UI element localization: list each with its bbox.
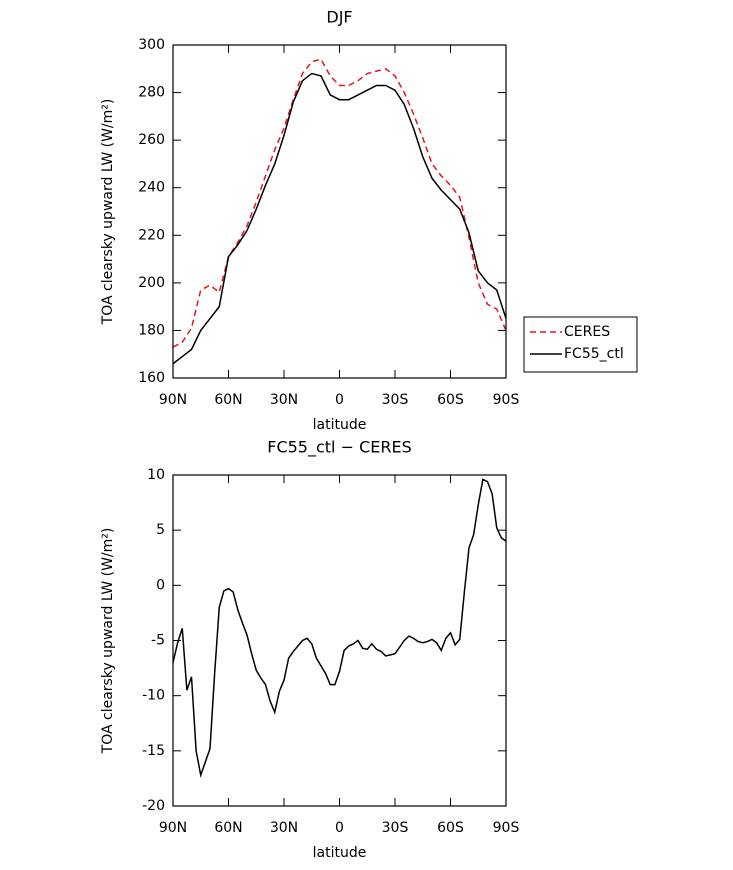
y-tick-label: 160 xyxy=(138,370,165,386)
x-tick-label: 90N xyxy=(159,820,187,836)
y-tick-label: 0 xyxy=(156,577,165,593)
plot-frame xyxy=(172,44,507,379)
plot-frame xyxy=(172,474,507,807)
x-tick-label: 90S xyxy=(493,820,520,836)
x-axis-label: latitude xyxy=(313,845,367,861)
chart-title: FC55_ctl − CERES xyxy=(267,438,412,458)
y-tick-label: -10 xyxy=(142,688,165,704)
x-tick-label: 60N xyxy=(214,392,242,408)
y-tick-label: 260 xyxy=(138,132,165,148)
y-tick-label: 280 xyxy=(138,85,165,101)
panel: FC55_ctl − CERES latitude TOA clearsky upw… xyxy=(100,438,519,862)
data-line xyxy=(172,478,507,778)
x-axis-label: latitude xyxy=(313,417,367,433)
chart-title: DJF xyxy=(326,8,352,27)
x-tick-label: 30S xyxy=(382,820,409,836)
legend-label: CERES xyxy=(564,324,610,340)
x-tick-label: 30N xyxy=(270,392,298,408)
panel: DJF latitude TOA clearsky upward LW (W/m²)… xyxy=(100,8,638,433)
y-tick-label: 10 xyxy=(147,467,165,483)
y-tick-label: 180 xyxy=(138,322,165,338)
y-tick-label: 300 xyxy=(138,37,165,53)
y-tick-label: 240 xyxy=(138,180,165,196)
data-line xyxy=(172,72,507,365)
data-line xyxy=(172,58,507,348)
x-tick-label: 30S xyxy=(382,392,409,408)
x-tick-label: 30N xyxy=(270,820,298,836)
x-tick-label: 0 xyxy=(335,820,344,836)
y-tick-label: 5 xyxy=(156,522,165,538)
x-tick-label: 60S xyxy=(437,820,464,836)
y-tick-label: -5 xyxy=(151,633,165,649)
x-tick-label: 90N xyxy=(159,392,187,408)
y-tick-label: -15 xyxy=(142,743,165,759)
y-tick-label: 220 xyxy=(138,227,165,243)
x-tick-label: 90S xyxy=(493,392,520,408)
x-tick-label: 60S xyxy=(437,392,464,408)
y-axis-label: TOA clearsky upward LW (W/m²) xyxy=(100,528,116,755)
x-tick-label: 60N xyxy=(214,820,242,836)
y-axis-label: TOA clearsky upward LW (W/m²) xyxy=(100,99,116,326)
legend-box xyxy=(523,316,638,373)
y-tick-label: 200 xyxy=(138,275,165,291)
x-tick-label: 0 xyxy=(335,392,344,408)
legend-label: FC55_ctl xyxy=(564,346,624,362)
y-tick-label: -20 xyxy=(142,798,165,814)
